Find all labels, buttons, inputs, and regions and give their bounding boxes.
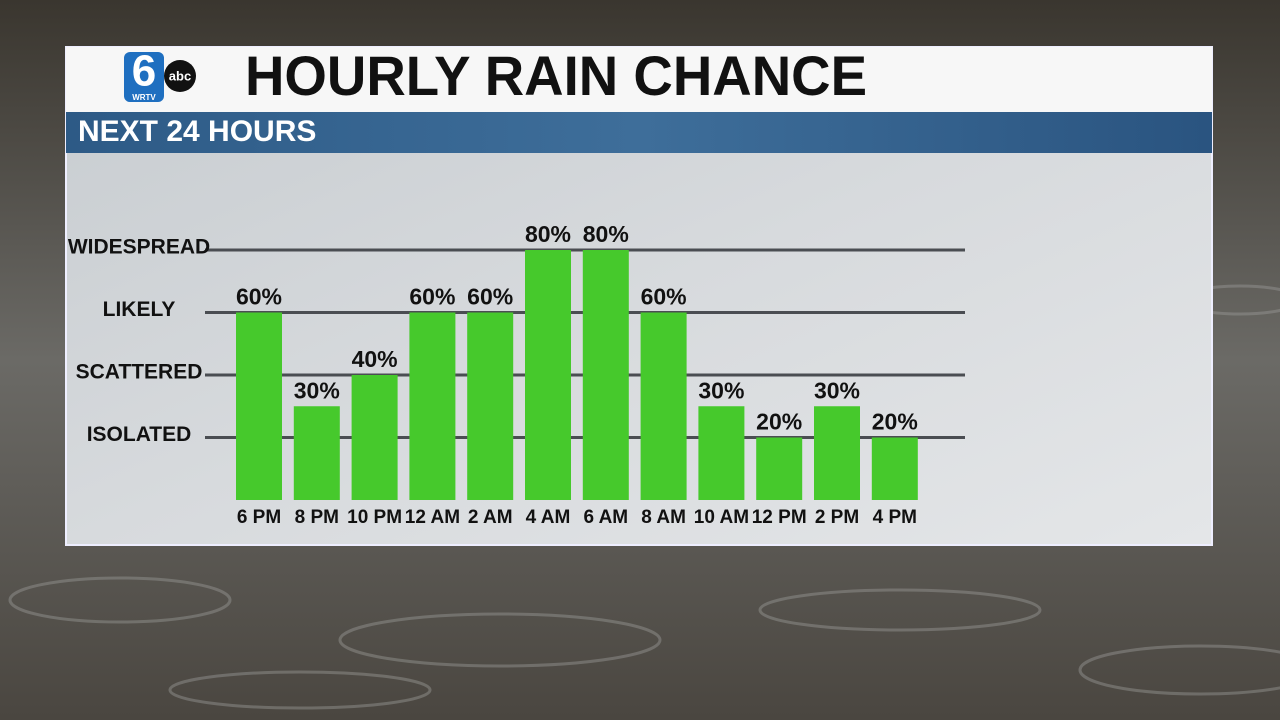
x-tick-label: 2 AM: [468, 507, 513, 528]
bar: [640, 312, 687, 500]
x-tick-label: 8 AM: [641, 507, 686, 528]
x-tick-label: 6 AM: [583, 507, 628, 528]
y-tick-label: LIKELY: [103, 298, 176, 321]
value-label: 80%: [525, 221, 571, 247]
value-label: 60%: [467, 284, 513, 310]
x-tick-label: 8 PM: [295, 507, 339, 528]
value-label: 20%: [872, 409, 918, 435]
value-label: 60%: [641, 284, 687, 310]
logo: 6 abc WRTV: [124, 47, 196, 102]
y-tick-label: ISOLATED: [87, 423, 192, 446]
x-tick-label: 10 AM: [694, 507, 749, 528]
value-label: 40%: [352, 346, 398, 372]
value-label: 20%: [756, 409, 802, 435]
bar: [871, 437, 918, 500]
x-tick-label: 12 AM: [405, 507, 460, 528]
value-label: 30%: [814, 377, 860, 403]
bar: [236, 312, 282, 500]
logo-circle: [164, 60, 196, 92]
x-tick-label: 6 PM: [237, 507, 281, 528]
logo-call-sign: WRTV: [132, 93, 156, 102]
value-label: 30%: [698, 377, 744, 403]
y-tick-label: WIDESPREAD: [68, 236, 210, 259]
x-tick-label: 4 PM: [873, 507, 917, 528]
x-tick-label: 2 PM: [815, 507, 859, 528]
bar: [409, 312, 456, 500]
bar: [293, 406, 340, 500]
value-label: 30%: [294, 377, 340, 403]
bar: [582, 250, 629, 500]
bar: [698, 406, 745, 500]
bar: [467, 312, 514, 500]
bar: [525, 250, 571, 500]
chart-subtitle: NEXT 24 HOURS: [78, 115, 316, 148]
logo-badge: [124, 52, 164, 102]
bar: [756, 437, 803, 500]
x-tick-label: 10 PM: [347, 507, 402, 528]
x-tick-label: 4 AM: [526, 507, 571, 528]
value-label: 80%: [583, 221, 629, 247]
title-bar: [66, 47, 1212, 112]
subtitle-bar: [66, 112, 1212, 153]
x-tick-label: 12 PM: [752, 507, 807, 528]
logo-network: abc: [169, 68, 191, 83]
y-tick-label: SCATTERED: [76, 361, 203, 384]
logo-number: 6: [132, 47, 156, 96]
value-label: 60%: [409, 284, 455, 310]
chart-title: HOURLY RAIN CHANCE: [245, 44, 867, 107]
value-label: 60%: [236, 284, 282, 310]
bar: [814, 406, 860, 500]
bar: [351, 375, 398, 500]
ripples: [8, 284, 1280, 710]
